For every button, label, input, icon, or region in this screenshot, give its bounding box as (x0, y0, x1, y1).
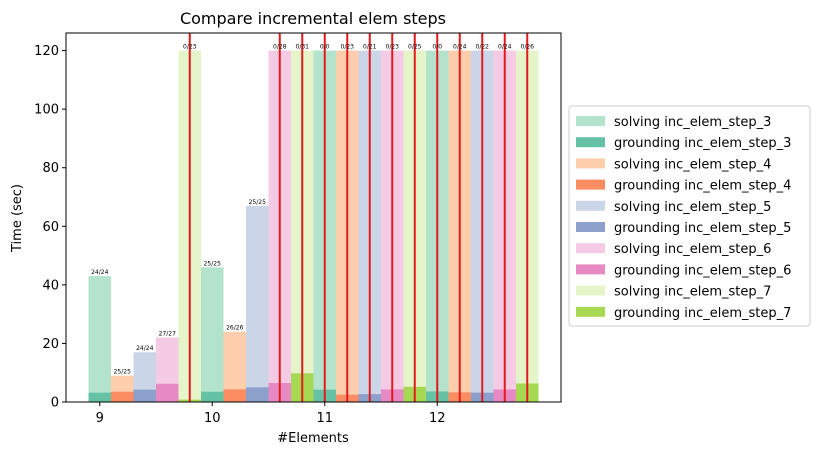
bar-solving-7 (246, 205, 269, 402)
legend-swatch-4 (576, 200, 605, 211)
legend: solving inc_elem_step_3 grounding inc_ele… (568, 105, 811, 327)
y-tick-label-6: 120 (34, 44, 59, 59)
y-tick-label-2: 40 (42, 278, 59, 293)
y-tick-label-1: 20 (42, 337, 59, 352)
bar-count-label-19: 0/26 (521, 44, 535, 51)
legend-swatch-6 (576, 243, 605, 254)
timeout-lines-layer (188, 33, 529, 402)
bar-count-label-10: 0/0 (320, 44, 330, 51)
legend-label-9: grounding inc_elem_step_7 (614, 306, 791, 321)
legend-label-8: solving inc_elem_step_7 (614, 285, 771, 300)
x-tick-label-1: 10 (204, 411, 221, 426)
bar-grounding-5 (201, 391, 224, 402)
chart-title: Compare incremental elem steps (180, 9, 446, 28)
legend-swatch-9 (576, 306, 605, 317)
bar-count-label-8: 0/28 (273, 44, 287, 51)
legend-swatch-3 (576, 179, 605, 190)
bar-count-label-12: 0/21 (363, 44, 377, 51)
bar-labels-layer: 24/24 25/25 24/24 27/27 0/23 25/25 26/26 25/25 0… (91, 44, 534, 376)
y-tick-label-0: 0 (51, 396, 59, 411)
bar-count-label-14: 0/25 (408, 44, 422, 51)
bar-count-label-0: 24/24 (91, 269, 108, 276)
legend-frame (568, 105, 811, 327)
x-tick-label-2: 11 (316, 411, 333, 426)
legend-label-1: grounding inc_elem_step_3 (614, 136, 791, 151)
bar-count-label-5: 25/25 (204, 260, 221, 267)
y-axis-label: Time (sec) (10, 184, 25, 253)
y-tick-label-3: 60 (42, 220, 59, 235)
bar-grounding-6 (223, 389, 246, 402)
legend-swatch-1 (576, 137, 605, 148)
y-tick-label-4: 80 (42, 161, 59, 176)
bar-count-label-16: 0/24 (453, 44, 467, 51)
bar-count-label-11: 0/23 (341, 44, 355, 51)
x-tick-label-0: 9 (96, 411, 104, 426)
bar-count-label-7: 25/25 (249, 199, 266, 206)
x-tick-label-3: 12 (429, 411, 446, 426)
axes-layer: 0 20 40 60 80 100 120 9 10 11 12 (34, 44, 445, 426)
x-axis-label: #Elements (277, 431, 349, 446)
bar-count-label-2: 24/24 (136, 345, 153, 352)
legend-label-2: solving inc_elem_step_4 (614, 157, 771, 172)
legend-label-3: grounding inc_elem_step_4 (614, 179, 791, 194)
bar-count-label-9: 0/31 (296, 44, 310, 51)
bar-count-label-3: 27/27 (159, 331, 176, 338)
plot-frame (65, 32, 562, 403)
bar-count-label-17: 0/22 (476, 44, 490, 51)
bar-count-label-15: 0/0 (432, 44, 442, 51)
legend-swatch-5 (576, 222, 605, 232)
legend-label-4: solving inc_elem_step_5 (614, 200, 771, 215)
bar-grounding-7 (246, 387, 269, 402)
legend-swatch-8 (576, 285, 605, 296)
bar-grounding-2 (133, 389, 156, 402)
bar-grounding-3 (156, 383, 179, 402)
bar-grounding-1 (111, 391, 134, 402)
legend-label-5: grounding inc_elem_step_5 (614, 221, 791, 236)
legend-swatch-7 (576, 264, 605, 275)
bar-count-label-1: 25/25 (114, 369, 131, 376)
legend-label-6: solving inc_elem_step_6 (614, 242, 771, 257)
legend-swatch-0 (576, 116, 605, 126)
legend-label-0: solving inc_elem_step_3 (614, 115, 771, 130)
bar-solving-6 (223, 331, 246, 402)
bars-layer (88, 50, 539, 402)
bar-count-label-18: 0/24 (498, 44, 512, 51)
bar-solving-0 (88, 276, 111, 402)
bar-solving-5 (201, 267, 224, 402)
bar-grounding-0 (88, 392, 111, 402)
y-tick-label-5: 100 (34, 103, 59, 118)
bar-count-label-4: 0/23 (183, 44, 197, 51)
bar-solving-2 (133, 352, 156, 402)
legend-label-7: grounding inc_elem_step_6 (614, 263, 791, 278)
bar-count-label-6: 26/26 (226, 325, 243, 332)
bar-count-label-13: 0/23 (386, 44, 400, 51)
legend-swatch-2 (576, 158, 605, 169)
